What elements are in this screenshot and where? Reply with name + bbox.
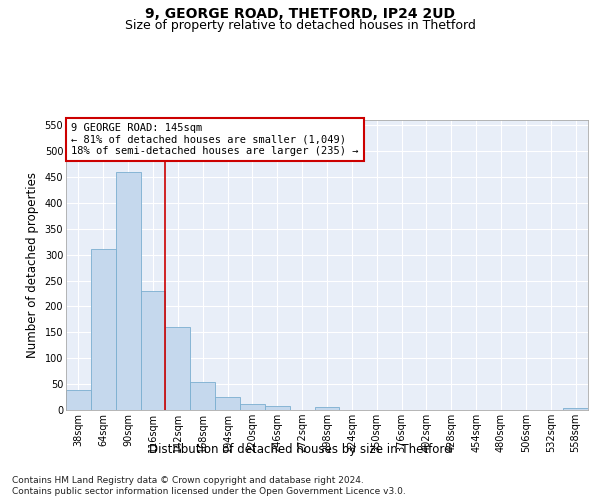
Bar xyxy=(265,406,290,410)
Bar xyxy=(190,382,215,410)
Bar xyxy=(563,408,588,410)
Bar xyxy=(166,327,190,410)
Text: Size of property relative to detached houses in Thetford: Size of property relative to detached ho… xyxy=(125,19,475,32)
Bar xyxy=(116,172,140,410)
Text: 9 GEORGE ROAD: 145sqm
← 81% of detached houses are smaller (1,049)
18% of semi-d: 9 GEORGE ROAD: 145sqm ← 81% of detached … xyxy=(71,123,359,156)
Bar xyxy=(140,291,166,410)
Bar xyxy=(240,404,265,410)
Bar xyxy=(314,408,340,410)
Y-axis label: Number of detached properties: Number of detached properties xyxy=(26,172,39,358)
Text: Contains public sector information licensed under the Open Government Licence v3: Contains public sector information licen… xyxy=(12,488,406,496)
Text: Contains HM Land Registry data © Crown copyright and database right 2024.: Contains HM Land Registry data © Crown c… xyxy=(12,476,364,485)
Bar xyxy=(215,397,240,410)
Bar xyxy=(66,390,91,410)
Text: Distribution of detached houses by size in Thetford: Distribution of detached houses by size … xyxy=(149,442,451,456)
Bar xyxy=(91,250,116,410)
Text: 9, GEORGE ROAD, THETFORD, IP24 2UD: 9, GEORGE ROAD, THETFORD, IP24 2UD xyxy=(145,8,455,22)
